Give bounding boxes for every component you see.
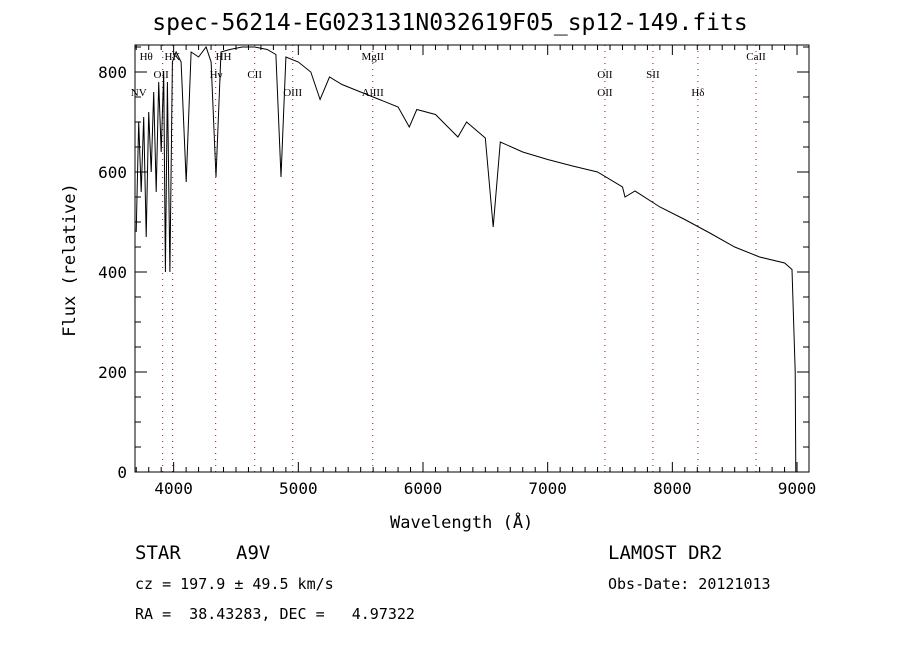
x-axis-label: Wavelength (Å) <box>390 513 534 533</box>
spectral-line-label: SII <box>646 69 660 81</box>
object-subclass: A9V <box>236 542 271 564</box>
chart-title: spec-56214-EG023131N032619F05_sp12-149.f… <box>152 10 748 36</box>
spectral-line-label: Hδ <box>691 87 704 99</box>
y-tick-label: 0 <box>117 463 127 482</box>
coordinates: RA = 38.43283, DEC = 4.97322 <box>135 605 415 623</box>
spectral-line-label: HH <box>216 51 232 63</box>
spectral-line-label: CaII <box>746 51 766 63</box>
obs-date: Obs-Date: 20121013 <box>608 575 771 593</box>
x-tick-label: 8000 <box>653 479 692 498</box>
x-tick-label: 7000 <box>528 479 567 498</box>
spectral-line-label: OII <box>597 69 613 81</box>
y-tick-label: 200 <box>98 363 127 382</box>
x-tick-label: 9000 <box>778 479 817 498</box>
x-tick-label: 6000 <box>404 479 443 498</box>
y-tick-label: 400 <box>98 263 127 282</box>
y-tick-label: 800 <box>98 63 127 82</box>
spectral-line-label: OII <box>597 87 613 99</box>
spectrum-line <box>135 45 797 473</box>
spectral-line-label: Hγ <box>210 69 223 81</box>
x-tick-label: 4000 <box>154 479 193 498</box>
spectral-line-label: CII <box>247 69 262 81</box>
redshift-cz: cz = 197.9 ± 49.5 km/s <box>135 575 334 593</box>
spectral-line-label: MgII <box>361 51 384 63</box>
spectral-line-label: AlIII <box>362 87 384 99</box>
plot-frame <box>134 44 810 473</box>
spectral-line-label: HK <box>164 51 180 63</box>
spectral-line-label: Hθ <box>140 51 153 63</box>
survey-label: LAMOST DR2 <box>608 542 723 564</box>
spectral-line-label: OIII <box>283 87 302 99</box>
object-class: STAR <box>135 542 181 564</box>
x-tick-label: 5000 <box>279 479 318 498</box>
y-axis-label: Flux (relative) <box>60 183 80 337</box>
spectral-line-label: OII <box>154 69 170 81</box>
y-tick-label: 600 <box>98 163 127 182</box>
